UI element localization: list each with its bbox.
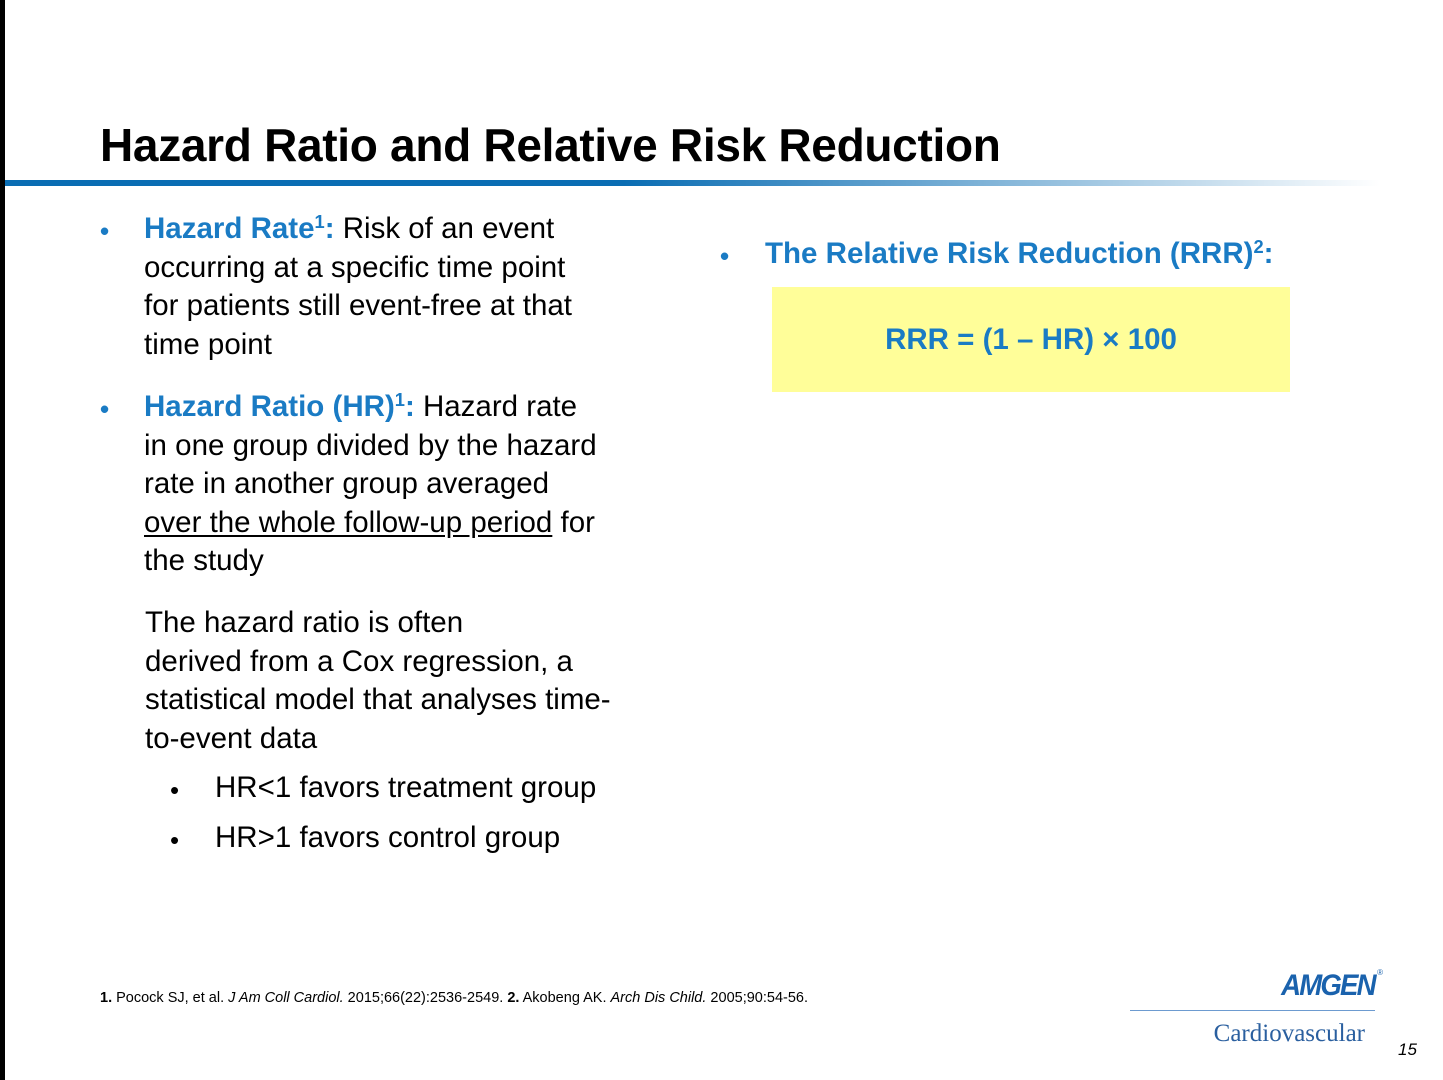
bullet-hazard-ratio: Hazard Ratio (HR)1: Hazard rate in one g…	[144, 388, 597, 581]
definition-text: in one group divided by the hazard	[144, 428, 597, 462]
sub-bullet-marker: •	[170, 775, 180, 805]
division-name: Cardiovascular	[1213, 1020, 1365, 1047]
bullet-marker: •	[100, 394, 110, 424]
definition-text: time point	[144, 327, 272, 361]
bullet-marker: •	[100, 216, 110, 246]
title-divider	[5, 180, 1380, 186]
definition-text: the study	[144, 544, 264, 577]
rrr-formula: RRR = (1 – HR) × 100	[885, 323, 1177, 356]
term-hazard-ratio: Hazard Ratio (HR)1:	[144, 388, 415, 423]
definition-text: Risk of an event	[334, 212, 555, 245]
sub-bullet-hr-less-than-one: HR<1 favors treatment group	[215, 771, 597, 804]
sub-bullet-marker: •	[170, 825, 180, 855]
sub-bullet-hr-greater-than-one: HR>1 favors control group	[215, 821, 561, 854]
logo-divider	[1130, 1010, 1375, 1011]
bullet-marker: •	[720, 241, 730, 271]
page-number: 15	[1398, 1040, 1417, 1059]
amgen-cardiovascular-logo: AMGEN ® Cardiovascular	[1130, 964, 1383, 1054]
references-footnote: 1. Pocock SJ, et al. J Am Coll Cardiol. …	[100, 990, 808, 1006]
rrr-heading: The Relative Risk Reduction (RRR)2:	[765, 235, 1274, 270]
term-hazard-rate: Hazard Rate1:	[144, 210, 335, 245]
ref-superscript: 1	[314, 210, 325, 232]
slide-title: Hazard Ratio and Relative Risk Reduction	[100, 119, 1001, 171]
ref-superscript: 1	[394, 388, 405, 410]
registered-mark: ®	[1377, 968, 1383, 977]
definition-text: Hazard rate	[414, 390, 578, 423]
left-edge-bar	[0, 0, 5, 1080]
amgen-wordmark: AMGEN	[1281, 969, 1376, 1002]
rrr-formula-box: RRR = (1 – HR) × 100	[772, 287, 1290, 392]
ref-superscript: 2	[1253, 235, 1264, 257]
cox-regression-note: The hazard ratio is often derived from a…	[145, 606, 611, 755]
definition-text: for	[552, 505, 595, 539]
definition-text: for patients still event-free at that	[144, 289, 572, 322]
definition-text: rate in another group averaged	[144, 467, 550, 500]
bullet-hazard-rate: Hazard Rate1: Risk of an event occurring…	[144, 210, 572, 364]
definition-text: occurring at a specific time point	[144, 250, 566, 284]
underlined-phrase: over the whole follow-up period	[144, 505, 553, 539]
